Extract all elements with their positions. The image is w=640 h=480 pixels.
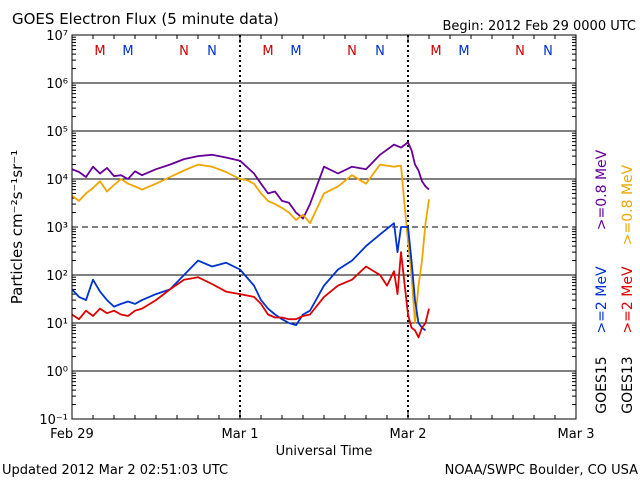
series-line-0 <box>71 141 430 220</box>
chart-title: GOES Electron Flux (5 minute data) <box>12 10 279 28</box>
series-line-3 <box>71 251 430 339</box>
y-axis-label: Particles cm⁻²s⁻¹sr⁻¹ <box>8 150 26 304</box>
y-tick-label: 10² <box>46 269 68 284</box>
day-night-marker: M <box>430 44 441 59</box>
y-tick-label: 10⁻¹ <box>39 413 68 428</box>
x-tick-label: Mar 1 <box>222 427 259 442</box>
day-night-marker: N <box>347 44 357 59</box>
day-night-marker: M <box>122 44 133 59</box>
x-tick-label: Mar 2 <box>390 427 427 442</box>
y-tick-label: 10⁴ <box>46 173 68 188</box>
legend-entry: >=0.8 MeV <box>594 149 610 230</box>
y-tick-label: 10⁵ <box>46 125 68 140</box>
legend-entry: GOES15 <box>594 356 610 413</box>
x-tick-label: Mar 3 <box>558 427 595 442</box>
footer-source: NOAA/SWPC Boulder, CO USA <box>445 463 638 478</box>
day-night-marker: M <box>290 44 301 59</box>
x-axis-label: Universal Time <box>276 444 373 459</box>
begin-label: Begin: 2012 Feb 29 0000 UTC <box>442 19 636 34</box>
day-night-marker: N <box>375 44 385 59</box>
footer-updated: Updated 2012 Mar 2 02:51:03 UTC <box>2 463 228 478</box>
day-night-marker: N <box>515 44 525 59</box>
x-tick-labels: Feb 29 Mar 1 Mar 2 Mar 3 <box>50 427 594 442</box>
y-tick-label: 10⁰ <box>46 365 68 380</box>
plot-frame <box>71 34 577 420</box>
series-layer <box>71 141 430 339</box>
y-tick-label: 10⁷ <box>46 29 68 44</box>
legend-entry: >=2 MeV <box>620 266 636 334</box>
y-tick-label: 10¹ <box>46 317 68 332</box>
day-night-marker: M <box>458 44 469 59</box>
day-night-marker: M <box>262 44 273 59</box>
y-tick-label: 10⁶ <box>46 77 68 92</box>
legend-entry: GOES13 <box>620 356 636 413</box>
day-night-marker: N <box>179 44 189 59</box>
day-night-marker: N <box>543 44 553 59</box>
day-night-marker: M <box>94 44 105 59</box>
y-tick-label: 10³ <box>46 221 68 236</box>
y-tick-labels: 10⁻¹ 10⁰ 10¹ 10² 10³ 10⁴ 10⁵ 10⁶ 10⁷ <box>39 29 68 428</box>
x-tick-label: Feb 29 <box>50 427 94 442</box>
legend-entry: >=2 MeV <box>594 266 610 334</box>
day-night-marker: N <box>207 44 217 59</box>
legend-entry: >=0.8 MeV <box>620 164 636 245</box>
legend-right: >=0.8 MeV >=0.8 MeV >=2 MeV >=2 MeV GOES13 GO… <box>594 149 636 413</box>
grid-layer <box>71 35 577 419</box>
series-line-2 <box>71 222 427 332</box>
series-line-1 <box>71 163 430 324</box>
